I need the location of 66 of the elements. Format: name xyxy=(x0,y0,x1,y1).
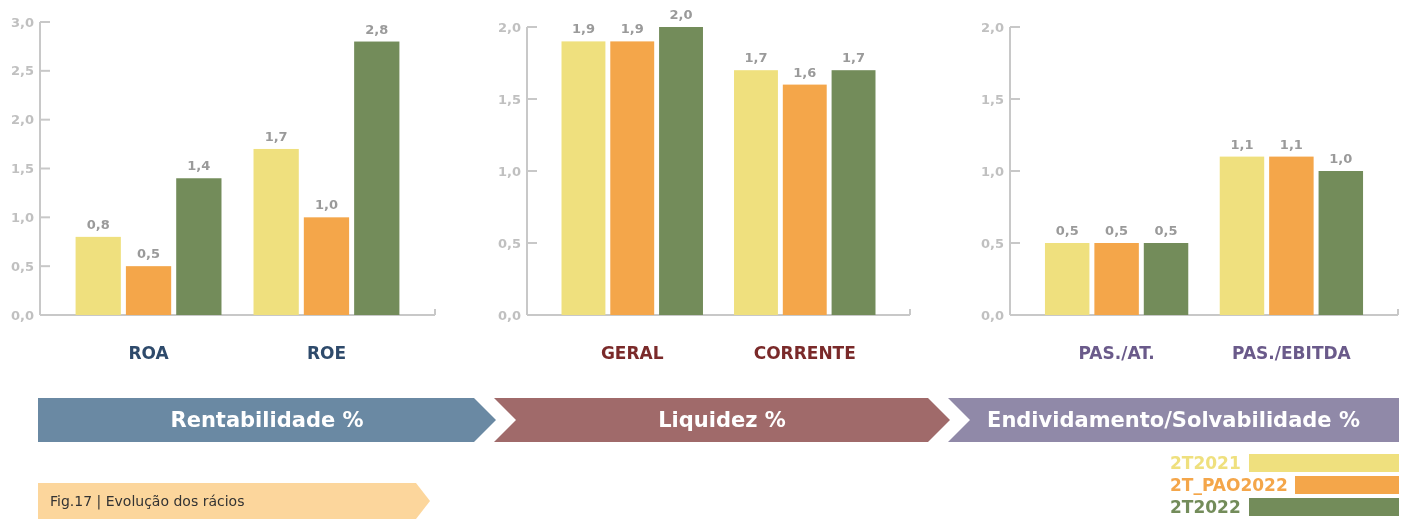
data-label: 2,0 xyxy=(669,7,693,22)
y-tick-label: 1,0 xyxy=(10,209,34,225)
x-tick-label: ROE xyxy=(306,343,347,363)
data-label: 0,5 xyxy=(1055,223,1079,238)
bar xyxy=(1269,156,1314,315)
data-label: 1,7 xyxy=(842,50,866,66)
x-tick-label: PAS./EBITDA xyxy=(1232,343,1352,363)
x-tick-label: ROA xyxy=(128,343,170,363)
text: 2T2021 xyxy=(1170,452,1241,473)
y-tick-label: 0,0 xyxy=(10,307,34,323)
bar xyxy=(782,84,827,315)
bar xyxy=(1219,156,1265,315)
data-label: 1,9 xyxy=(620,21,644,37)
y-tick-label: 0,5 xyxy=(497,235,521,251)
data-label: 0,5 xyxy=(137,246,161,262)
x-axis-title: Rentabilidade % xyxy=(170,408,364,433)
data-label: 1,1 xyxy=(1279,136,1303,152)
data-label: 1,7 xyxy=(744,50,768,66)
x-axis-title: Endividamento/Solvabilidade % xyxy=(987,408,1360,433)
y-tick-label: 1,0 xyxy=(497,163,521,179)
bar xyxy=(354,41,400,315)
y-tick-label: 2,5 xyxy=(10,63,34,79)
data-label: 0,5 xyxy=(1105,223,1129,238)
y-tick-label: 0,5 xyxy=(10,258,34,274)
bar xyxy=(303,217,350,315)
bar xyxy=(610,41,655,315)
y-tick-label: 2,0 xyxy=(980,19,1004,35)
y-tick-label: 1,0 xyxy=(980,163,1004,179)
data-label: 1,0 xyxy=(314,197,338,213)
y-tick-label: 1,5 xyxy=(980,91,1004,107)
y-tick-label: 2,0 xyxy=(497,19,521,35)
bar xyxy=(734,70,778,315)
bar xyxy=(1318,171,1364,315)
text: 2T_PAO2022 xyxy=(1170,474,1288,495)
data-label: 1,1 xyxy=(1230,136,1254,152)
data-label: 1,9 xyxy=(571,21,595,37)
bar xyxy=(125,266,172,315)
bar xyxy=(75,236,121,315)
data-label: 1,7 xyxy=(264,128,288,144)
data-label: 1,6 xyxy=(793,64,817,80)
bar xyxy=(659,27,703,315)
y-tick-label: 0,5 xyxy=(980,235,1004,251)
x-axis-title: Liquidez % xyxy=(658,408,786,433)
y-tick-label: 1,5 xyxy=(497,91,521,107)
bar xyxy=(176,178,222,315)
y-tick-label: 0,0 xyxy=(980,307,1004,323)
x-tick-label: CORRENTE xyxy=(753,343,856,363)
y-tick-label: 0,0 xyxy=(497,307,521,323)
x-tick-label: GERAL xyxy=(600,343,664,363)
bar xyxy=(561,41,606,315)
caption: Fig.17 | Evolução dos rácios xyxy=(50,492,245,510)
data-label: 1,4 xyxy=(187,158,211,174)
text: 2T2022 xyxy=(1170,496,1241,517)
y-tick-label: 1,5 xyxy=(10,161,34,177)
bar xyxy=(831,70,876,315)
y-tick-label: 2,0 xyxy=(10,112,34,128)
data-label: 0,5 xyxy=(1154,223,1178,238)
x-tick-label: PAS./AT. xyxy=(1078,343,1155,363)
data-label: 1,0 xyxy=(1329,151,1353,166)
bar xyxy=(253,148,299,315)
data-label: 2,8 xyxy=(365,21,389,37)
bar xyxy=(1094,243,1139,315)
y-tick-label: 3,0 xyxy=(10,14,34,30)
bar xyxy=(1044,243,1090,315)
bar xyxy=(1143,243,1189,315)
data-label: 0,8 xyxy=(86,216,110,232)
